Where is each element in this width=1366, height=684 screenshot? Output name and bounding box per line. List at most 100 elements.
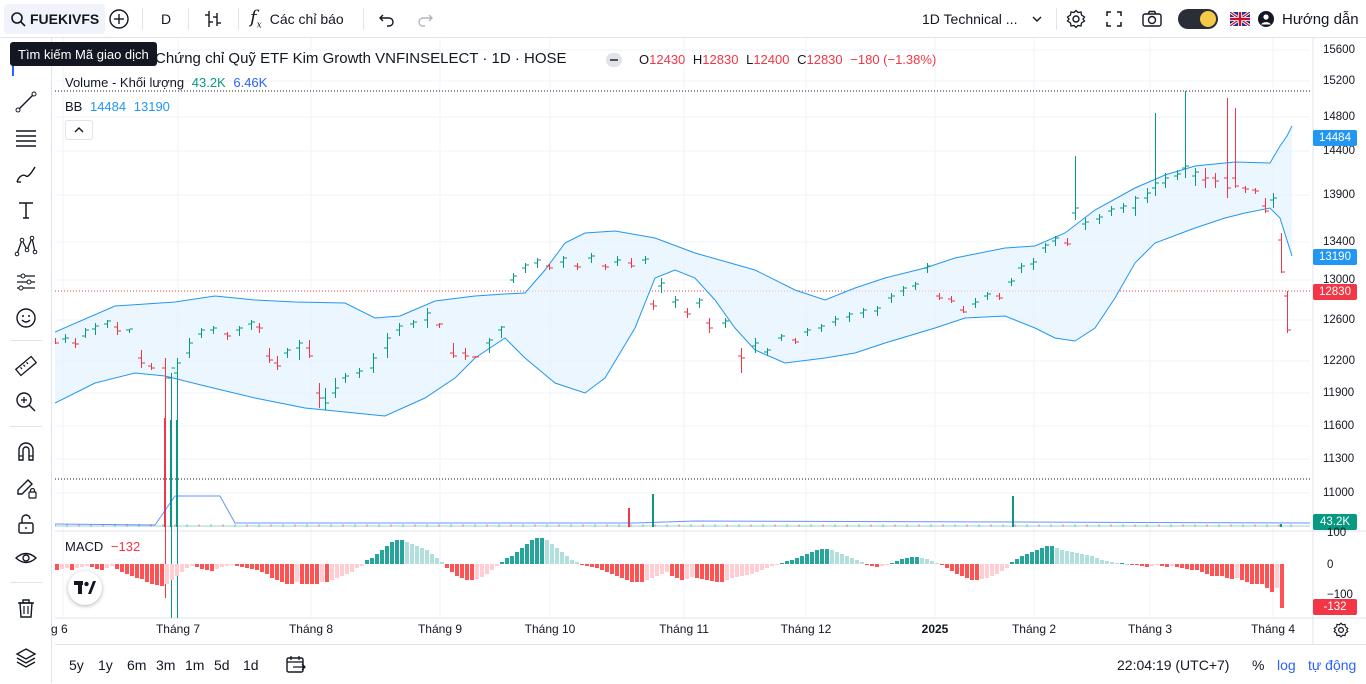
range-5d[interactable]: 5d (214, 656, 230, 673)
macd-histogram-bar (415, 546, 419, 564)
bar-style-button[interactable] (200, 0, 226, 38)
interval-button[interactable]: D (160, 11, 172, 27)
compare-add-button[interactable] (106, 0, 132, 38)
macd-histogram-bar (240, 564, 244, 567)
macd-histogram-bar (720, 564, 724, 582)
snapshot-button[interactable] (1139, 0, 1165, 38)
undo-button[interactable] (376, 0, 398, 38)
macd-histogram-bar (250, 564, 254, 569)
range-3m[interactable]: 3m (156, 656, 176, 673)
tv-logo-icon (74, 581, 96, 594)
macd-histogram-bar (560, 552, 564, 564)
macd-histogram-bar (830, 550, 834, 564)
clock-timezone[interactable]: 22:04:19 (UTC+7) (1117, 656, 1230, 673)
macd-histogram-bar (610, 564, 614, 574)
range-5y[interactable]: 5y (69, 656, 84, 673)
lock-drawings-tool[interactable] (12, 510, 40, 538)
symbol-search-button[interactable]: FUEKIVFS (4, 4, 106, 34)
time-tick: Tháng 3 (1127, 622, 1173, 636)
price-tick: 11900 (1323, 387, 1355, 399)
log-scale-button[interactable]: log (1277, 656, 1296, 673)
theme-toggle[interactable] (1178, 0, 1218, 38)
settings-button[interactable] (1065, 0, 1087, 38)
fullscreen-button[interactable] (1103, 0, 1125, 38)
remove-drawings-tool[interactable] (12, 594, 40, 622)
trendline-tool[interactable] (12, 88, 40, 116)
chart-canvas[interactable] (55, 38, 1366, 644)
macd-histogram-bar (140, 564, 144, 579)
measure-tool[interactable] (12, 352, 40, 380)
macd-histogram-bar (1120, 563, 1124, 564)
pattern-tool[interactable] (12, 232, 40, 260)
macd-histogram-bar (700, 564, 704, 579)
range-1m[interactable]: 1m (185, 656, 205, 673)
macd-histogram-bar (870, 564, 874, 566)
macd-histogram-bar (1125, 564, 1129, 565)
macd-histogram-bar (1020, 556, 1024, 564)
range-1d[interactable]: 1d (243, 656, 259, 673)
axis-settings-button[interactable] (1333, 622, 1351, 640)
macd-histogram-bar (1110, 562, 1114, 564)
volume-ma-line (55, 495, 1311, 526)
macd-histogram-bar (360, 564, 364, 566)
collapse-legend-button[interactable] (65, 120, 93, 140)
text-tool[interactable] (12, 196, 40, 224)
layout-select[interactable]: 1D Technical ... (922, 0, 1043, 38)
macd-histogram-bar (1055, 548, 1059, 564)
macd-histogram-bar (860, 562, 864, 564)
macd-histogram-bar (310, 564, 314, 584)
tradingview-logo[interactable] (68, 571, 102, 605)
macd-histogram-bar (780, 563, 784, 564)
date-range-button[interactable] (285, 645, 307, 684)
chart-area[interactable]: Chứng chỉ Quỹ ETF Kim Growth VNFINSELECT… (51, 38, 1366, 644)
macd-tick: 0 (1327, 559, 1334, 571)
language-button[interactable] (1230, 0, 1250, 38)
legend-dot[interactable] (606, 53, 622, 67)
macd-histogram-bar (630, 564, 634, 582)
macd-histogram-bar (725, 564, 729, 580)
object-tree-tool[interactable] (12, 644, 40, 672)
zoom-tool[interactable] (12, 388, 40, 416)
drawing-toolbar (0, 38, 52, 683)
ohlc-values: O12430 H12830 L12400 C12830 −180 (−1.38%… (639, 52, 937, 67)
price-tick: 12600 (1323, 314, 1355, 326)
macd-histogram-bar (1255, 564, 1259, 584)
macd-histogram-bar (330, 564, 334, 580)
macd-histogram-bar (1270, 564, 1274, 592)
percent-scale-button[interactable]: % (1252, 656, 1265, 673)
stay-drawing-tool[interactable] (12, 474, 40, 502)
emoji-tool[interactable] (12, 304, 40, 332)
ruler-icon (14, 355, 38, 377)
macd-histogram-bar (370, 558, 374, 564)
macd-histogram-bar (160, 564, 164, 586)
macd-histogram-bar (1250, 564, 1254, 584)
range-6m[interactable]: 6m (127, 656, 147, 673)
bb-upper-value: 14484 (89, 99, 127, 114)
macd-histogram-bar (525, 544, 529, 564)
guide-button[interactable]: Hướng dẫn (1258, 0, 1359, 38)
forecast-tool[interactable] (12, 268, 40, 296)
redo-button[interactable] (414, 0, 436, 38)
macd-histogram-bar (645, 564, 649, 580)
macd-histogram-bar (295, 564, 299, 582)
hide-drawings-tool[interactable] (12, 544, 40, 572)
macd-histogram-bar (585, 564, 589, 566)
auto-scale-button[interactable]: tự động (1308, 656, 1357, 673)
indicators-button[interactable]: fx Các chỉ báo (250, 0, 344, 38)
macd-histogram-bar (1085, 555, 1089, 564)
macd-histogram-bar (1015, 559, 1019, 564)
macd-histogram-bar (1150, 564, 1154, 566)
macd-histogram-bar (70, 564, 74, 570)
macd-histogram-bar (730, 564, 734, 578)
macd-histogram-bar (1230, 564, 1234, 579)
macd-histogram-bar (985, 564, 989, 578)
series-title: Chứng chỉ Quỹ ETF Kim Growth VNFINSELECT… (155, 50, 567, 67)
macd-histogram-bar (1040, 548, 1044, 564)
macd-histogram-bar (1005, 564, 1009, 568)
volume-axis-label: 43.2K (1313, 514, 1357, 530)
brush-tool[interactable] (12, 160, 40, 188)
macd-histogram-bar (1115, 563, 1119, 564)
range-1y[interactable]: 1y (98, 656, 113, 673)
magnet-tool[interactable] (12, 438, 40, 466)
fib-tool[interactable] (12, 124, 40, 152)
